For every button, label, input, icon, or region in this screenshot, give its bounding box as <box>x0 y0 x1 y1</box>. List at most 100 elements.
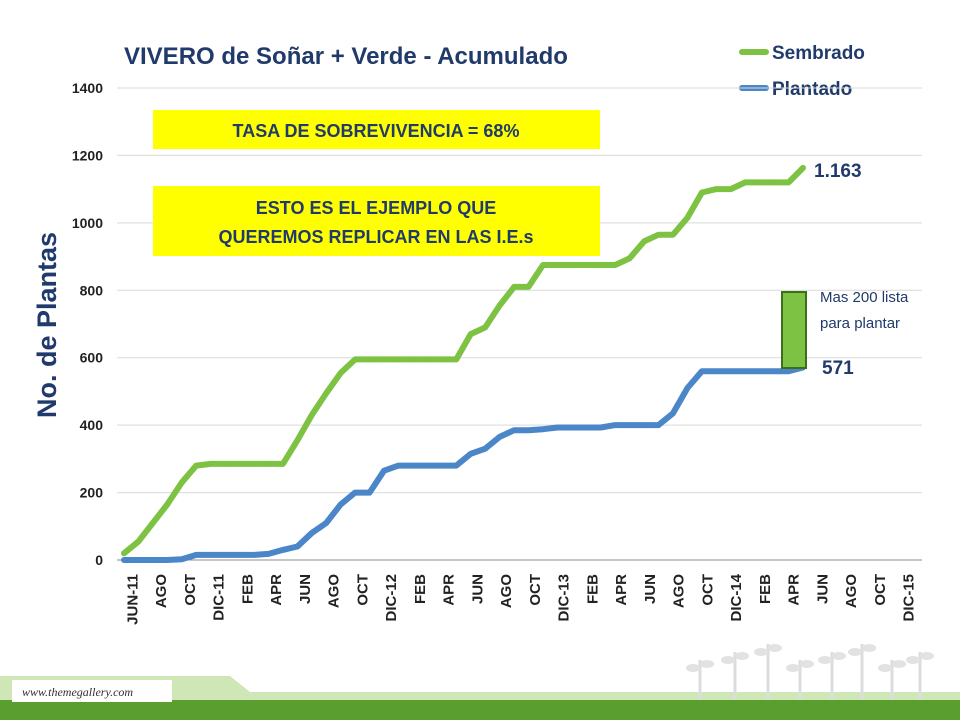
data-point-sembrado <box>657 233 660 237</box>
footer: www.themegallery.com <box>0 676 960 720</box>
note-line1: Mas 200 lista <box>820 289 909 306</box>
plantado-end-label: 571 <box>822 358 854 379</box>
sprout-icon <box>786 660 814 700</box>
data-point-sembrado <box>628 256 632 260</box>
data-point-plantado <box>599 426 603 429</box>
data-point-plantado <box>671 411 675 415</box>
sprout-icon <box>818 652 846 700</box>
x-tick-label: JUN <box>297 574 314 604</box>
data-point-plantado <box>368 491 372 495</box>
data-point-plantado <box>425 464 429 468</box>
x-tick-label: AGO <box>153 574 170 609</box>
series-line-plantado <box>121 364 806 563</box>
data-point-sembrado <box>758 180 762 184</box>
data-point-plantado <box>324 521 328 525</box>
data-point-sembrado <box>136 540 140 543</box>
sprouts-decoration <box>686 644 934 700</box>
footer-url[interactable]: www.themegallery.com <box>22 685 133 699</box>
data-point-sembrado <box>165 502 169 506</box>
data-point-plantado <box>136 558 140 562</box>
data-point-sembrado <box>382 357 386 361</box>
data-point-plantado <box>122 558 126 562</box>
data-point-plantado <box>772 369 776 373</box>
sprout-icon <box>721 652 749 700</box>
data-point-sembrado <box>469 332 473 336</box>
data-point-sembrado <box>151 521 155 525</box>
data-point-plantado <box>729 369 733 373</box>
y-axis-label: No. de Plantas <box>32 232 62 418</box>
legend-label-plantado: Plantado <box>772 79 852 100</box>
data-point-sembrado <box>180 481 184 484</box>
data-point-sembrado <box>411 357 415 361</box>
data-point-plantado <box>209 553 213 557</box>
data-point-plantado <box>758 369 762 373</box>
data-point-sembrado <box>729 187 733 191</box>
data-point-plantado <box>685 386 689 390</box>
footer-dark-band <box>0 700 960 720</box>
data-point-plantado <box>281 548 285 552</box>
data-point-sembrado <box>685 216 689 220</box>
data-point-plantado <box>397 464 400 468</box>
callout-ejemplo-box <box>153 186 600 256</box>
x-tick-label: DIC-11 <box>211 574 228 621</box>
x-tick-label: JUN <box>469 574 486 604</box>
sembrado-end-label: 1.163 <box>814 161 862 182</box>
data-point-sembrado <box>252 462 256 466</box>
data-point-plantado <box>440 464 444 468</box>
x-ticks: JUN-11 AGO OCT DIC-11 FEB APR JUN AGO OCT DIC-12 F… <box>124 573 917 625</box>
x-tick-label: AGO <box>671 574 688 609</box>
data-point-sembrado <box>743 180 747 184</box>
data-point-plantado <box>295 545 299 548</box>
data-point-plantado <box>555 426 559 429</box>
series-lines <box>121 164 806 563</box>
series-line-sembrado <box>121 164 806 557</box>
data-point-sembrado <box>714 187 718 191</box>
sprout-icon <box>686 660 714 700</box>
y-tick-label: 800 <box>80 282 104 298</box>
x-tick-label: FEB <box>412 574 429 604</box>
data-point-plantado <box>310 531 314 535</box>
x-tick-label: DIC-12 <box>383 574 400 622</box>
callout-tasa-box <box>153 110 600 149</box>
sprout-icon <box>878 660 906 700</box>
x-tick-label: FEB <box>584 574 601 604</box>
data-point-plantado <box>527 428 530 432</box>
data-point-sembrado <box>512 285 516 289</box>
data-point-plantado <box>498 435 502 439</box>
data-point-plantado <box>267 552 270 556</box>
data-point-plantado <box>541 427 545 431</box>
x-tick-label: AGO <box>326 574 343 609</box>
x-tick-label: APR <box>268 574 285 606</box>
data-point-plantado <box>642 423 646 427</box>
data-point-sembrado <box>324 391 328 395</box>
x-tick-label: OCT <box>354 574 371 606</box>
data-point-plantado <box>469 452 473 456</box>
sprout-icon <box>906 652 934 700</box>
data-point-sembrado <box>555 263 559 267</box>
data-point-plantado <box>180 557 184 561</box>
data-point-plantado <box>628 423 632 427</box>
data-point-sembrado <box>209 462 213 466</box>
x-tick-label: JUN <box>642 574 659 604</box>
data-point-plantado <box>353 491 357 495</box>
data-point-sembrado <box>700 191 704 194</box>
data-point-sembrado <box>310 413 314 417</box>
legend-label-sembrado: Sembrado <box>772 43 865 64</box>
x-tick-label: JUN-11 <box>124 574 141 625</box>
data-point-sembrado <box>772 180 776 184</box>
data-point-plantado <box>252 553 256 557</box>
data-point-sembrado <box>584 263 588 267</box>
data-point-sembrado <box>397 357 400 361</box>
data-point-sembrado <box>281 462 285 466</box>
data-point-plantado <box>613 423 617 427</box>
footer-url-box <box>12 680 172 702</box>
data-point-sembrado <box>613 263 617 267</box>
data-point-sembrado <box>238 462 242 466</box>
data-point-plantado <box>165 558 169 562</box>
sprout-icon <box>754 644 782 700</box>
x-tick-label: APR <box>613 574 630 606</box>
x-tick-label: OCT <box>699 574 716 606</box>
y-ticks: 0 200 400 600 800 1000 1200 1400 <box>72 80 103 568</box>
data-point-plantado <box>657 423 660 427</box>
